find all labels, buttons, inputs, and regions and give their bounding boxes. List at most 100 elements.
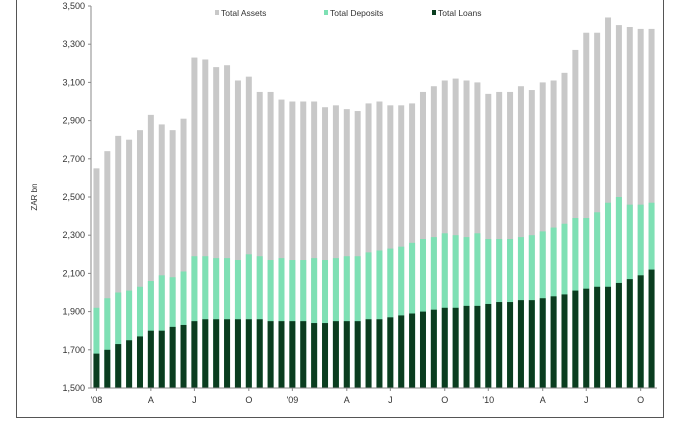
- bar: [169, 326, 176, 388]
- legend-swatch: [432, 10, 436, 15]
- legend-swatch: [215, 10, 219, 15]
- bar: [387, 105, 394, 388]
- bar: [419, 311, 426, 388]
- bar: [354, 321, 361, 388]
- x-tick-label: '08: [91, 395, 103, 405]
- bar: [213, 319, 220, 388]
- legend-label: Total Assets: [221, 8, 266, 18]
- bar: [550, 296, 557, 388]
- x-tick-label: O: [441, 395, 448, 405]
- bar: [224, 319, 231, 388]
- bar: [104, 151, 111, 388]
- bar: [583, 32, 590, 389]
- bar-chart: Total Assets Total Deposits Total Loans ZA…: [30, 1, 657, 405]
- x-tick-label: O: [245, 395, 252, 405]
- bar: [365, 319, 372, 388]
- series-total-loans: [93, 269, 655, 388]
- bar: [398, 315, 405, 388]
- bar: [245, 76, 252, 389]
- bar: [463, 305, 470, 388]
- bar: [158, 330, 165, 388]
- x-tick-label: A: [148, 395, 154, 405]
- bar: [583, 288, 590, 388]
- bar: [126, 139, 133, 388]
- bar: [169, 130, 176, 388]
- bar: [376, 319, 383, 388]
- bar: [115, 135, 122, 388]
- y-tick-label: 1,900: [62, 307, 85, 317]
- bar: [191, 321, 198, 388]
- y-axis-title: ZAR bn: [30, 183, 39, 210]
- bar: [322, 107, 329, 388]
- bar: [517, 300, 524, 388]
- bar: [104, 349, 111, 388]
- bar: [332, 321, 339, 388]
- bar: [615, 282, 622, 388]
- y-tick-label: 3,500: [62, 1, 85, 11]
- y-tick-label: 2,700: [62, 154, 85, 164]
- bar: [180, 118, 187, 388]
- bar: [136, 336, 143, 388]
- bar: [485, 303, 492, 388]
- bar: [311, 323, 318, 388]
- bar: [93, 307, 100, 388]
- x-tick-label: A: [344, 395, 350, 405]
- bar: [572, 290, 579, 388]
- x-tick-label: '09: [286, 395, 298, 405]
- bar: [594, 32, 601, 389]
- bar: [104, 298, 111, 388]
- bar: [202, 319, 209, 388]
- y-tick-label: 3,300: [62, 39, 85, 49]
- legend-label: Total Deposits: [330, 8, 383, 18]
- bar: [213, 67, 220, 389]
- bars: [93, 17, 655, 389]
- y-tick-label: 2,100: [62, 268, 85, 278]
- bar: [452, 78, 459, 388]
- bar: [322, 323, 329, 388]
- y-tick-label: 1,700: [62, 345, 85, 355]
- bar: [311, 101, 318, 388]
- bar: [93, 353, 100, 388]
- legend-label: Total Loans: [438, 8, 481, 18]
- y-tick-label: 2,900: [62, 116, 85, 126]
- bar: [224, 65, 231, 389]
- bar: [528, 300, 535, 388]
- bar: [126, 290, 133, 388]
- bar: [539, 298, 546, 388]
- chart-frame: Total Assets Total Deposits Total Loans ZA…: [16, 0, 664, 418]
- y-tick-label: 1,500: [62, 383, 85, 393]
- bar: [245, 319, 252, 388]
- bar: [191, 57, 198, 388]
- bar: [136, 130, 143, 388]
- bar: [115, 292, 122, 388]
- series-total-deposits: [93, 197, 655, 388]
- bar: [441, 307, 448, 388]
- bar: [202, 59, 209, 388]
- legend-swatch: [324, 10, 328, 15]
- bar: [452, 307, 459, 388]
- bar: [594, 286, 601, 388]
- bar: [158, 124, 165, 389]
- x-tick-label: J: [584, 395, 589, 405]
- bar: [343, 321, 350, 388]
- series-total-assets: [93, 17, 655, 389]
- bar: [126, 340, 133, 388]
- bar: [278, 99, 285, 388]
- bar: [430, 309, 437, 388]
- legend: Total Assets Total Deposits Total Loans: [215, 8, 481, 18]
- bar: [637, 275, 644, 388]
- bar: [289, 321, 296, 388]
- bar: [289, 101, 296, 388]
- bar: [376, 101, 383, 388]
- bar: [93, 168, 100, 388]
- bar: [278, 321, 285, 388]
- bar: [115, 344, 122, 388]
- bar: [354, 111, 361, 389]
- bar: [332, 105, 339, 388]
- x-tick-label: O: [637, 395, 644, 405]
- bar: [267, 321, 274, 388]
- bar: [300, 321, 307, 388]
- bar: [147, 330, 154, 388]
- bar: [507, 302, 514, 388]
